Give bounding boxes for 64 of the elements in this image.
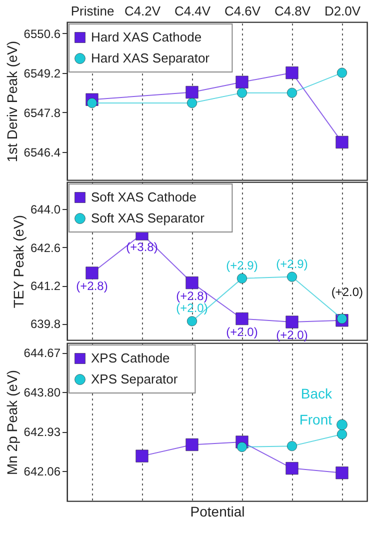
y-tick-label: 6549.2 [24,66,61,80]
y-tick-label: 644.67 [24,346,61,360]
legend-label: Hard XAS Cathode [91,30,202,44]
y-axis-title: Mn 2p Peak (eV) [4,370,20,476]
annotation: (+2.9) [226,258,258,272]
point [186,98,198,108]
point [186,438,198,451]
y-tick-label: 643.80 [24,386,61,400]
point [336,466,348,480]
y-tick-label: 641.2 [30,279,61,294]
annotation: (+3.8) [126,240,158,254]
point [336,136,348,148]
annotation: Back [300,386,333,402]
legend-label: XPS Separator [91,372,178,386]
x-axis-title: Potential [190,504,245,520]
x-tick-label: D2.0V [324,4,361,18]
point [336,419,348,430]
point [236,88,248,98]
point [236,273,248,284]
point [136,450,148,462]
annotation: Front [299,411,332,428]
point [286,66,298,80]
y-tick-label: 642.06 [24,464,61,479]
y-tick-label: 642.93 [24,425,61,440]
x-tick-label: C4.2V [124,4,161,18]
point [236,442,248,452]
y-axis-title: TEY Peak (eV) [10,214,26,308]
y-axis-title: 1st Deriv Peak (eV) [4,40,20,162]
y-tick-label: 639.8 [30,317,61,332]
point [186,316,198,326]
annotation: (+2.0) [176,301,208,316]
annotation: (+2.8) [76,278,108,293]
point [336,314,348,324]
legend-label: Hard XAS Separator [91,50,210,66]
point [286,316,298,328]
x-tick-label: C4.4V [174,4,211,18]
legend-label: Soft XAS Separator [91,210,206,226]
x-tick-label: Pristine [70,4,114,18]
y-tick-label: 6547.8 [24,106,61,120]
y-tick-label: 6550.6 [24,26,61,41]
annotation: (+2.8) [176,288,208,303]
point [286,88,298,98]
point [336,68,348,78]
annotation: (+2.0) [276,328,308,342]
y-tick-label: 6546.4 [24,145,61,160]
point [286,462,298,475]
x-tick-label: C4.6V [224,4,261,18]
legend-label: XPS Cathode [91,350,170,366]
point [186,86,198,99]
point [336,429,348,440]
point [186,276,198,290]
y-tick-label: 642.6 [30,240,61,255]
point [236,312,248,326]
point [86,98,98,108]
y-tick-label: 644.0 [30,202,61,217]
x-tick-label: C4.8V [274,4,311,18]
annotation: (+2.9) [276,256,308,271]
point [236,76,248,88]
point [286,272,298,282]
point [86,266,98,280]
annotation: (+2.0) [226,324,258,339]
point [286,441,298,452]
legend-label: Soft XAS Cathode [91,190,197,204]
annotation: (+2.0) [331,285,363,299]
